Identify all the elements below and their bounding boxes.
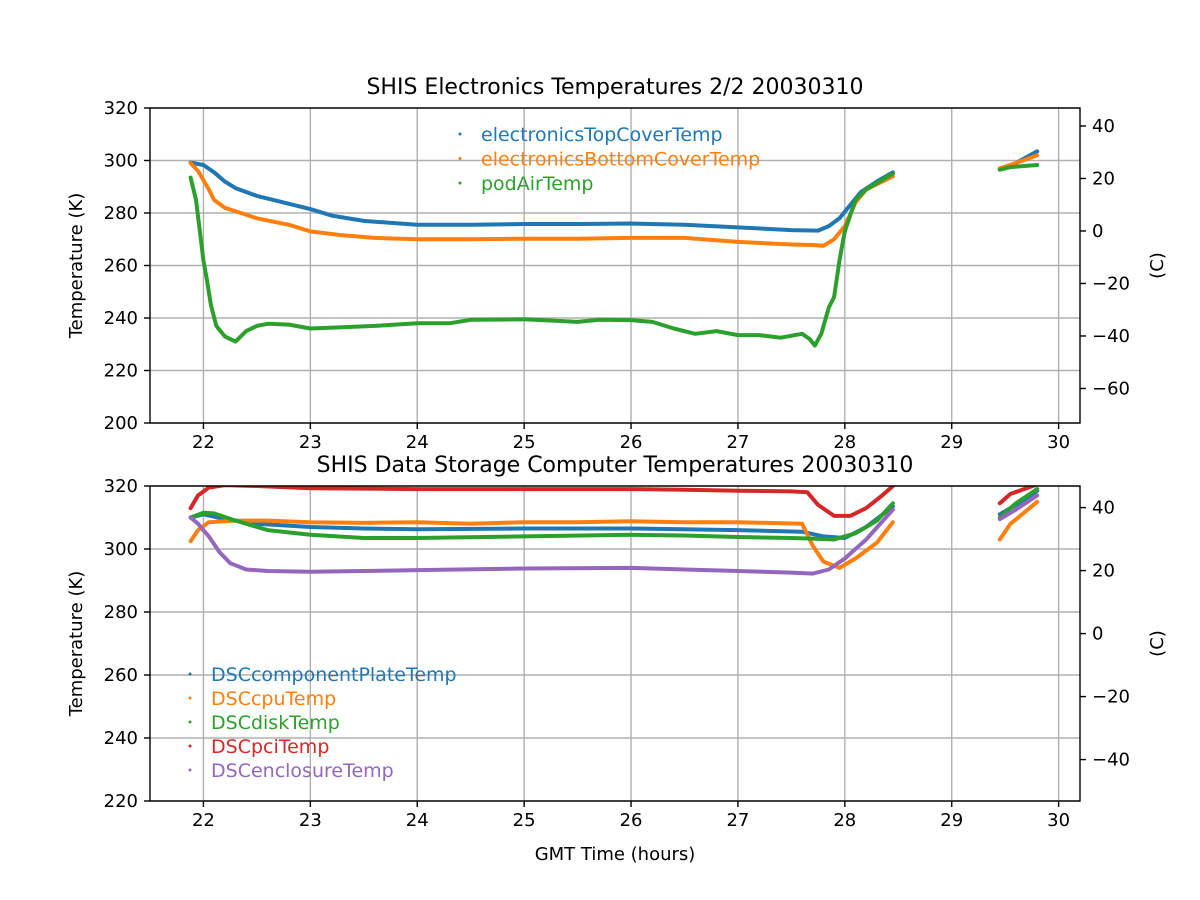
legend-marker bbox=[188, 720, 192, 724]
series-group bbox=[188, 486, 1040, 576]
legend-marker bbox=[188, 768, 192, 772]
x-tick-label: 22 bbox=[192, 810, 215, 831]
y2-tick-label: 0 bbox=[1092, 624, 1103, 645]
x-tick-label: 30 bbox=[1047, 810, 1070, 831]
y-tick-label: 320 bbox=[104, 476, 138, 497]
y2-tick-label: −20 bbox=[1092, 273, 1130, 294]
x-tick-label: 27 bbox=[726, 432, 749, 453]
x-tick-label: 27 bbox=[726, 810, 749, 831]
series-line-DSCcpuTemp-segment-1 bbox=[997, 499, 1040, 542]
y-tick-label: 220 bbox=[104, 361, 138, 382]
x-tick-label: 24 bbox=[406, 432, 429, 453]
x-tick-label: 29 bbox=[940, 810, 963, 831]
x-tick-label: 29 bbox=[940, 432, 963, 453]
y-tick-label: 220 bbox=[104, 791, 138, 812]
series-group bbox=[188, 149, 1040, 348]
legend-marker bbox=[458, 157, 462, 160]
chart-title: SHIS Data Storage Computer Temperatures … bbox=[317, 453, 914, 478]
chart-title: SHIS Electronics Temperatures 2/2 200303… bbox=[366, 75, 863, 100]
x-tick-label: 22 bbox=[192, 432, 215, 453]
x-tick-label: 23 bbox=[299, 432, 322, 453]
legend-marker bbox=[188, 744, 192, 748]
x-tick-label: 28 bbox=[833, 432, 856, 453]
x-tick-label: 25 bbox=[513, 432, 536, 453]
series-line-DSCdiskTemp-segment-0 bbox=[188, 501, 895, 542]
y-tick-label: 200 bbox=[104, 413, 138, 434]
x-tick-label: 30 bbox=[1047, 432, 1070, 453]
x-axis-label: GMT Time (hours) bbox=[535, 844, 696, 865]
series-line-DSCenclosureTemp-segment-0 bbox=[188, 507, 895, 576]
series-line-DSCpciTemp-segment-0 bbox=[188, 486, 895, 518]
legend-entry: DSCcpuTemp bbox=[211, 688, 336, 710]
y2-tick-label: 20 bbox=[1092, 168, 1115, 189]
y-tick-label: 320 bbox=[104, 98, 138, 119]
series-line-podAirTemp-segment-0 bbox=[188, 171, 895, 348]
series-line-electronicsBottomCoverTemp-segment-0 bbox=[188, 161, 895, 248]
y2-tick-label: −40 bbox=[1092, 750, 1130, 771]
y-tick-label: 260 bbox=[104, 256, 138, 277]
series-line-podAirTemp-segment-1 bbox=[997, 163, 1040, 172]
legend-entry: DSCenclosureTemp bbox=[211, 760, 394, 782]
y-tick-label: 260 bbox=[104, 665, 138, 686]
y2-tick-label: 20 bbox=[1092, 561, 1115, 582]
y2-axis-label: (C) bbox=[1147, 252, 1168, 279]
y-tick-label: 280 bbox=[104, 602, 138, 623]
y-tick-label: 240 bbox=[104, 728, 138, 749]
y-tick-label: 280 bbox=[104, 203, 138, 224]
x-tick-label: 26 bbox=[620, 810, 643, 831]
x-tick-label: 25 bbox=[513, 810, 536, 831]
x-tick-label: 26 bbox=[620, 432, 643, 453]
y-tick-label: 300 bbox=[104, 539, 138, 560]
bottom-chart-panel: 22 23 24 25 26 27 28 29 30 220 240 260 280 300 320 −40 −… bbox=[66, 453, 1168, 831]
y-axis-label: Temperature (K) bbox=[66, 571, 87, 718]
legend-entry: DSCpciTemp bbox=[211, 736, 329, 758]
top-chart-panel: 22 23 24 25 26 27 28 29 30200220240260280300320−… bbox=[66, 75, 1168, 453]
x-tick-label: 28 bbox=[833, 810, 856, 831]
x-tick-label: 24 bbox=[406, 810, 429, 831]
legend-entry: electronicsBottomCoverTemp bbox=[481, 149, 760, 171]
series-line-electronicsTopCoverTemp-segment-0 bbox=[188, 160, 895, 233]
y2-tick-label: 40 bbox=[1092, 498, 1115, 519]
series-line-DSCdiskTemp-segment-1 bbox=[997, 487, 1040, 520]
series-line-DSCenclosureTemp-segment-1 bbox=[997, 493, 1040, 522]
x-tick-label: 23 bbox=[299, 810, 322, 831]
y2-axis-label: (C) bbox=[1147, 630, 1168, 657]
legend-marker bbox=[188, 696, 192, 700]
legend: electronicsTopCoverTemp electronicsBottom… bbox=[458, 124, 760, 195]
y2-tick-label: −40 bbox=[1092, 326, 1130, 347]
legend-entry: DSCcomponentPlateTemp bbox=[211, 664, 457, 686]
legend-marker bbox=[458, 132, 462, 136]
series-line-DSCpciTemp-segment-1 bbox=[997, 486, 1039, 506]
y2-tick-label: 0 bbox=[1092, 221, 1103, 242]
plot-frame bbox=[149, 485, 1081, 802]
y-tick-label: 240 bbox=[104, 308, 138, 329]
legend-entry: electronicsTopCoverTemp bbox=[481, 124, 723, 146]
legend-entry: DSCdiskTemp bbox=[211, 712, 340, 734]
legend: DSCcomponentPlateTempDSCcpuTempDSCdiskTe… bbox=[188, 664, 457, 782]
y2-tick-label: −20 bbox=[1092, 687, 1130, 708]
y2-tick-label: 40 bbox=[1092, 116, 1115, 137]
y-tick-label: 300 bbox=[104, 151, 138, 172]
legend-marker bbox=[458, 181, 462, 185]
legend-marker bbox=[188, 672, 192, 676]
y-axis-label: Temperature (K) bbox=[66, 193, 87, 340]
legend-entry: podAirTemp bbox=[481, 173, 593, 195]
y2-tick-label: −60 bbox=[1092, 378, 1130, 399]
